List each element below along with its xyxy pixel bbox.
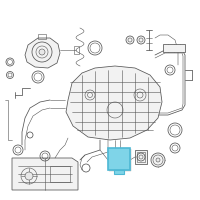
Bar <box>74 46 79 54</box>
Bar <box>38 34 46 39</box>
Circle shape <box>25 172 33 180</box>
FancyBboxPatch shape <box>108 148 130 170</box>
Polygon shape <box>12 158 78 190</box>
Bar <box>109 149 131 171</box>
Circle shape <box>126 36 134 44</box>
Polygon shape <box>25 38 60 68</box>
Circle shape <box>39 49 45 55</box>
Bar <box>137 152 145 162</box>
Circle shape <box>137 36 145 44</box>
Bar <box>114 170 124 174</box>
Bar <box>50 166 70 182</box>
Circle shape <box>151 153 165 167</box>
Bar <box>135 150 147 164</box>
Bar <box>163 44 185 52</box>
Circle shape <box>156 158 160 162</box>
Polygon shape <box>66 66 162 140</box>
